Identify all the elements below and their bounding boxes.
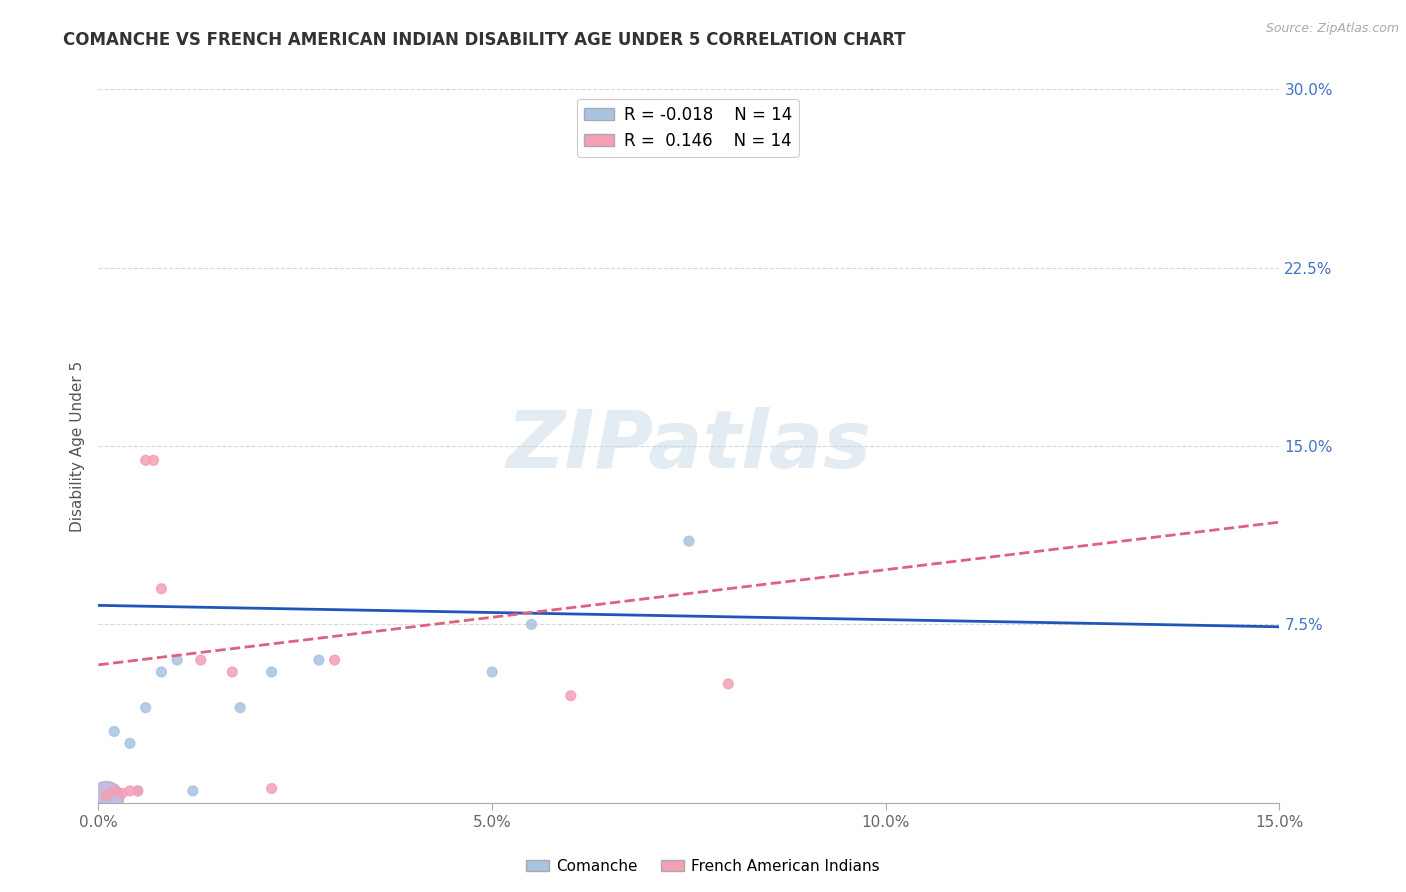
Point (150, 665, 173, 679)
Y-axis label: Disability Age Under 5: Disability Age Under 5 (69, 360, 84, 532)
Legend: R = -0.018    N = 14, R =  0.146    N = 14: R = -0.018 N = 14, R = 0.146 N = 14 (576, 99, 799, 157)
Point (118, 784, 141, 798)
Point (717, 677, 740, 691)
Point (96, 793, 118, 807)
Point (127, 784, 149, 798)
Point (96, 789, 118, 803)
Point (481, 665, 503, 679)
Point (308, 653, 330, 667)
Point (127, 784, 149, 798)
Point (678, 534, 700, 549)
Text: Source: ZipAtlas.com: Source: ZipAtlas.com (1265, 22, 1399, 36)
Point (229, 700, 252, 714)
Point (260, 665, 283, 679)
Point (118, 736, 141, 750)
Text: ZIPatlas: ZIPatlas (506, 407, 872, 485)
Point (103, 724, 125, 739)
Legend: Comanche, French American Indians: Comanche, French American Indians (520, 853, 886, 880)
Point (323, 653, 346, 667)
Point (190, 653, 212, 667)
Point (221, 665, 243, 679)
Point (142, 453, 165, 467)
Point (135, 700, 157, 714)
Point (135, 453, 157, 467)
Point (166, 653, 188, 667)
Text: COMANCHE VS FRENCH AMERICAN INDIAN DISABILITY AGE UNDER 5 CORRELATION CHART: COMANCHE VS FRENCH AMERICAN INDIAN DISAB… (63, 31, 905, 49)
Point (560, 689, 582, 703)
Point (111, 786, 134, 800)
Point (103, 784, 125, 798)
Point (150, 582, 173, 596)
Point (520, 617, 543, 632)
Point (181, 784, 204, 798)
Point (96, 791, 118, 805)
Point (260, 781, 283, 796)
